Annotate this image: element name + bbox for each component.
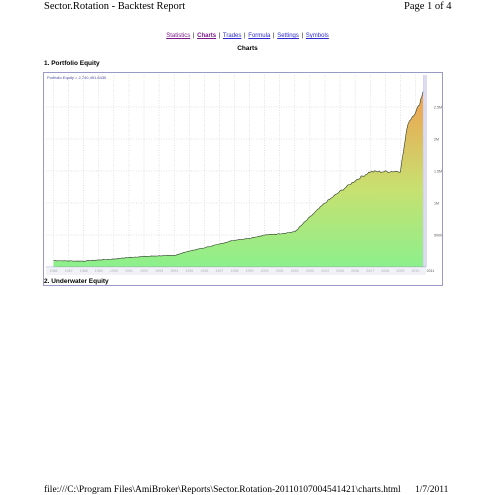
portfolio-equity-chart: 1986198719881989199019911992199319941995…	[43, 72, 443, 286]
y-tick-label: 2.5M	[434, 106, 442, 110]
chart-area	[53, 75, 425, 267]
y-tick-label: 1M	[434, 202, 439, 206]
report-title: Sector.Rotation - Backtest Report	[44, 1, 186, 12]
x-axis-band	[46, 267, 426, 275]
page-number: Page 1 of 4	[404, 1, 452, 12]
print-footer: file:///C:\Program Files\AmiBroker\Repor…	[0, 485, 495, 495]
y-tick-label: 2M	[434, 138, 439, 142]
report-nav: Statistics | Charts | Trades | Formula |…	[0, 33, 495, 39]
nav-separator: |	[272, 33, 275, 39]
equity-chart-svg: 1986198719881989199019911992199319941995…	[46, 75, 442, 275]
x-tick-label: 2011	[427, 269, 435, 273]
nav-charts-link[interactable]: Charts	[197, 33, 217, 39]
y-tick-label: 500000	[434, 234, 442, 238]
footer-path: file:///C:\Program Files\AmiBroker\Repor…	[44, 485, 401, 495]
print-header: Sector.Rotation - Backtest Report Page 1…	[0, 0, 495, 14]
nav-settings-link[interactable]: Settings	[277, 33, 299, 39]
underwater-equity-title: 2. Underwater Equity	[44, 278, 109, 285]
chart-legend: Portfolio Equity = 2,740,491.6430	[47, 75, 107, 80]
nav-symbols-link[interactable]: Symbols	[305, 33, 329, 39]
nav-separator: |	[244, 33, 246, 39]
equity-line	[53, 91, 424, 262]
portfolio-equity-title: 1. Portfolio Equity	[44, 60, 100, 67]
footer-date: 1/7/2011	[415, 485, 449, 495]
nav-statistics-link[interactable]: Statistics	[166, 33, 191, 39]
equity-area	[53, 91, 423, 267]
nav-separator: |	[218, 33, 221, 39]
chart-axes: 1986198719881989199019911992199319941995…	[46, 75, 442, 275]
y-tick-label: 1.5M	[434, 170, 442, 174]
nav-trades-link[interactable]: Trades	[222, 33, 242, 39]
nav-separator: |	[192, 33, 195, 39]
page-heading: Charts	[237, 45, 258, 52]
nav-formula-link[interactable]: Formula	[248, 33, 271, 39]
nav-separator: |	[301, 33, 304, 39]
